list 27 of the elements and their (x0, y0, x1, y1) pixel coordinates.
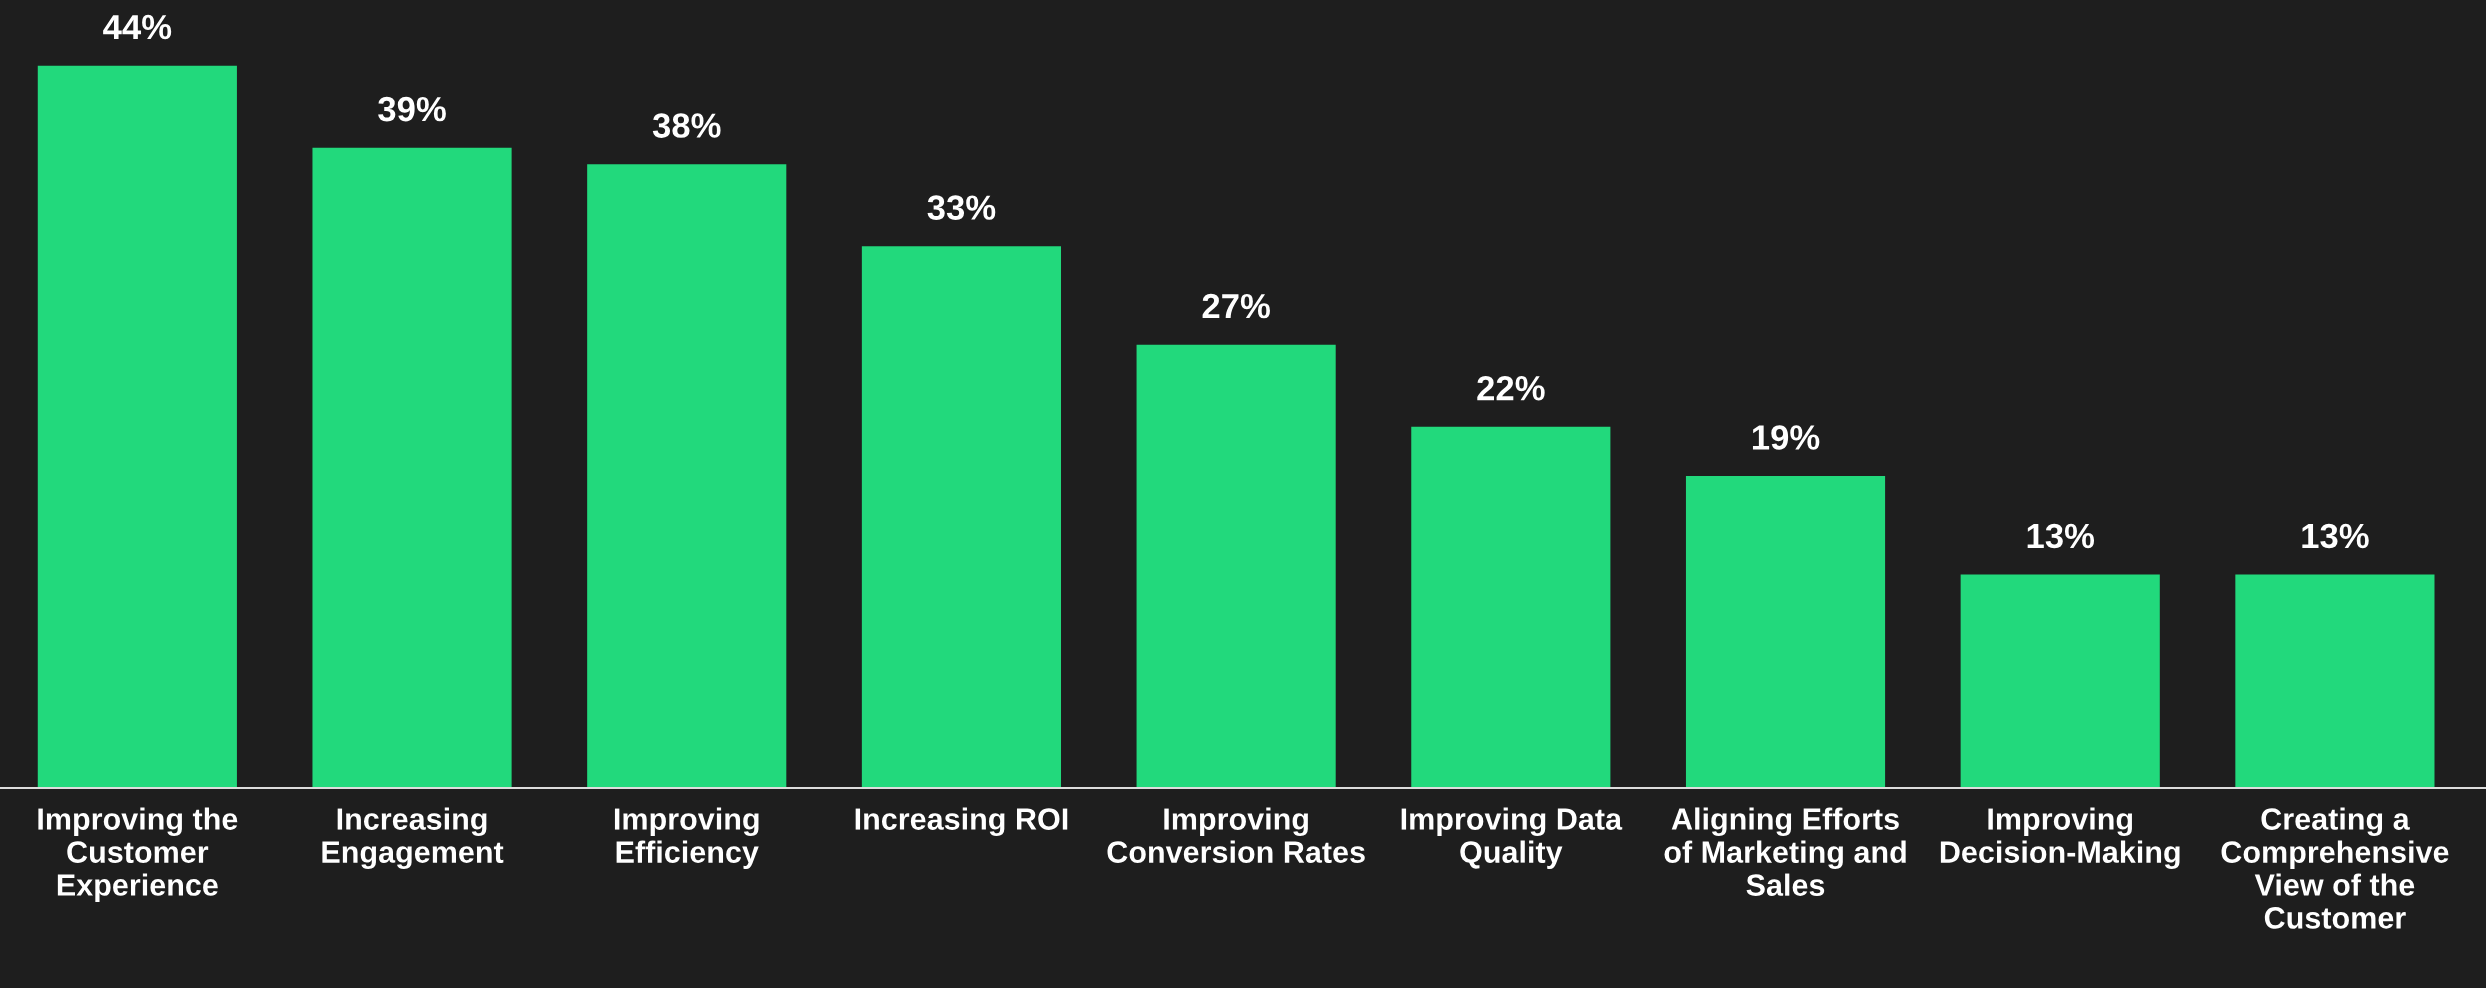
bar (587, 164, 787, 788)
x-tick-label: Increasing ROI (855, 807, 1068, 837)
x-tick-label: Aligning Efforts of Marketing and Sales (1664, 807, 1906, 896)
x-tick-label: Improving the Customer Experience (38, 807, 238, 902)
x-tick-label: Creating a Comprehensive View of the Customer (2221, 807, 2449, 929)
x-tick-label: Improving Conversion Rates (1107, 807, 1365, 863)
x-tick-label: Improving Efficiency (614, 807, 759, 869)
data-label: 22% (1477, 375, 1545, 401)
bar (1411, 426, 1611, 788)
x-tick-label: Improving Decision-Making (1940, 807, 2180, 870)
bar (1136, 344, 1336, 788)
x-tick-label: Improving Data Quality (1401, 807, 1623, 869)
data-label: 44% (103, 14, 172, 40)
data-label: 19% (1752, 425, 1820, 450)
data-label: 13% (2027, 523, 2095, 549)
bar (2235, 574, 2435, 788)
data-label: 33% (927, 195, 996, 220)
data-label: 13% (2302, 523, 2369, 549)
bar (1685, 476, 1886, 788)
bar (861, 246, 1062, 788)
bar (312, 147, 512, 788)
x-tick-label: Increasing Engagement (322, 807, 504, 870)
data-label: 27% (1202, 293, 1270, 319)
data-label: 39% (378, 96, 446, 122)
bar (37, 65, 237, 788)
bar (1960, 574, 2160, 788)
data-label: 38% (652, 113, 721, 138)
